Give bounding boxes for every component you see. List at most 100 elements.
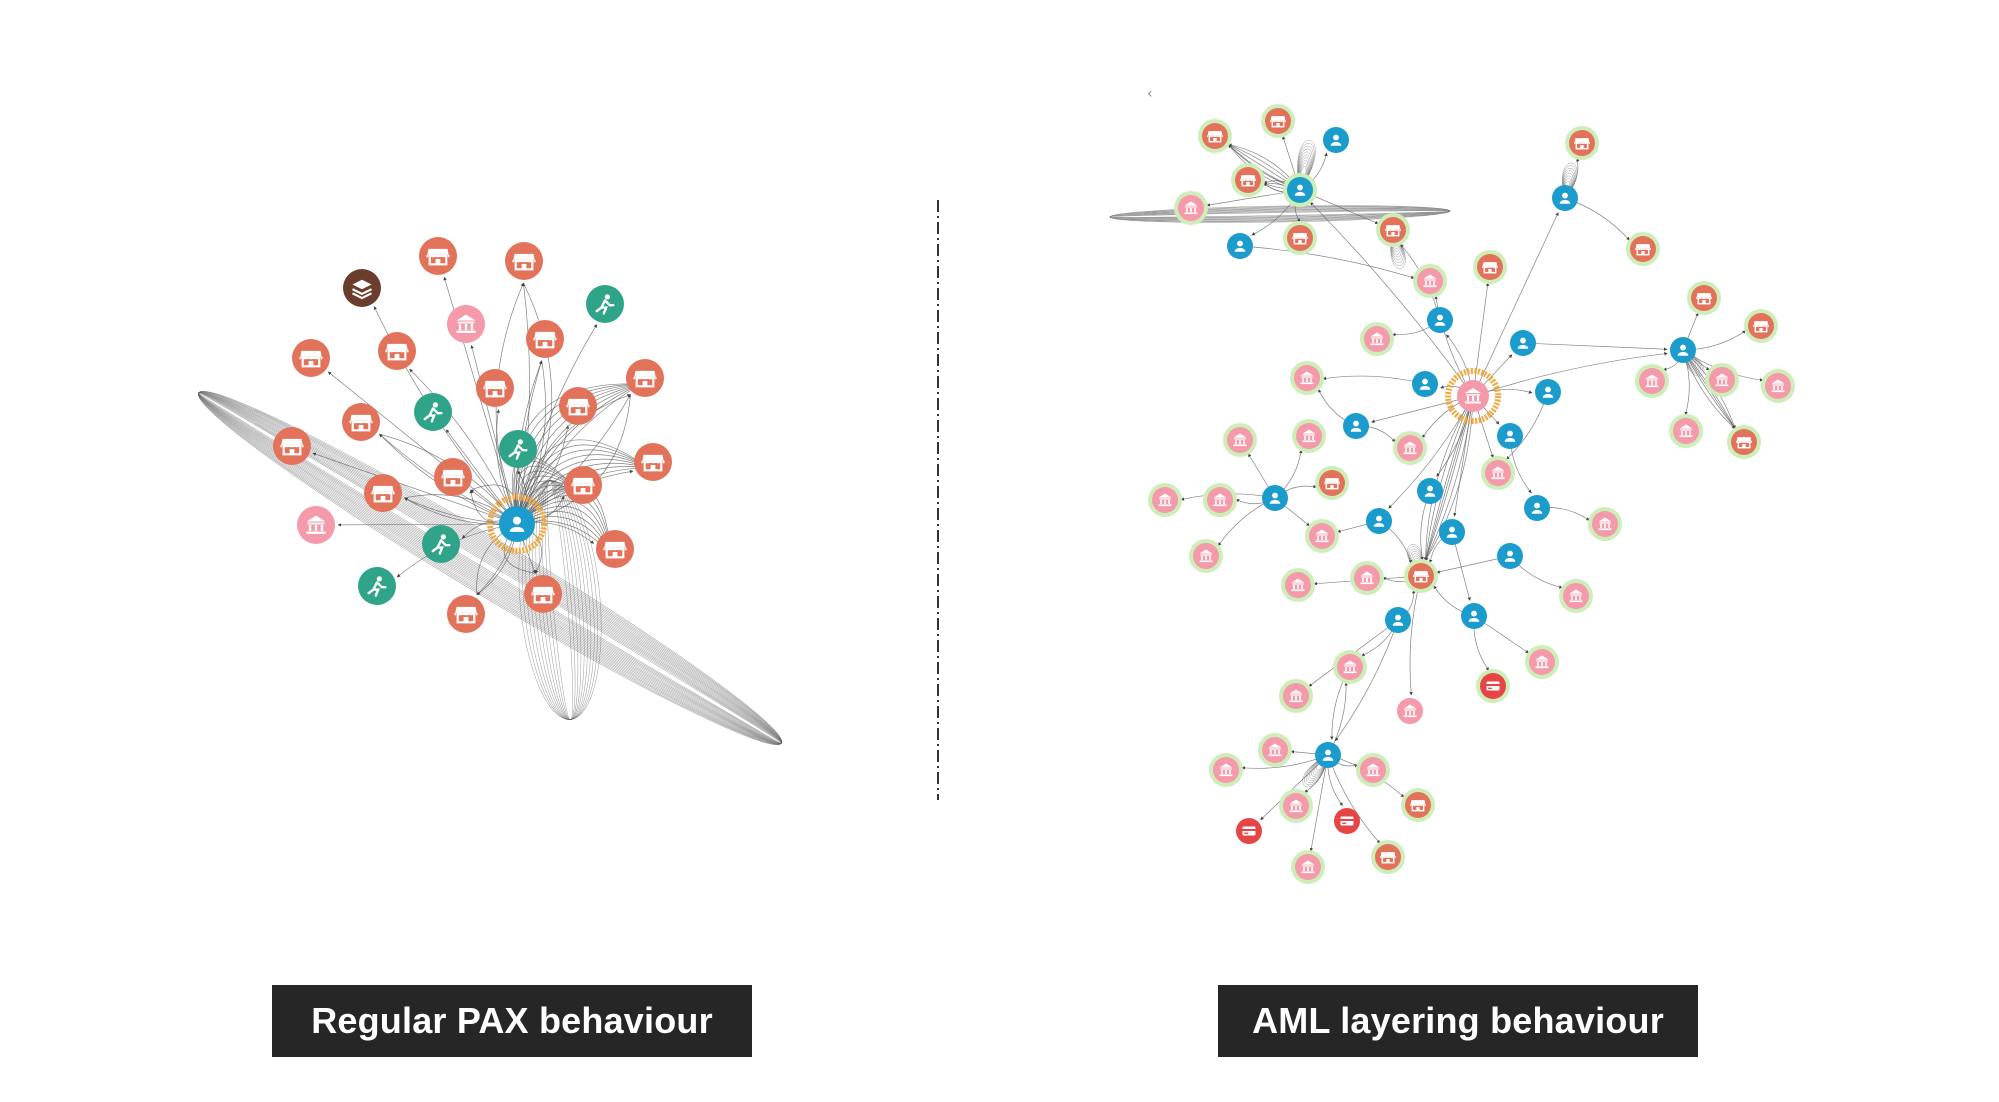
- storefront-icon: [1291, 232, 1309, 245]
- merchant-node: [564, 466, 602, 504]
- card-icon: [1242, 826, 1256, 836]
- storefront-icon: [1735, 436, 1753, 449]
- user-node: [1461, 603, 1487, 629]
- bank-node: [1635, 364, 1669, 398]
- storefront-icon: [1409, 799, 1427, 812]
- merchant-node: [526, 320, 564, 358]
- storefront-icon: [1752, 320, 1770, 333]
- user-node: [1262, 485, 1288, 511]
- storefront-icon: [1323, 477, 1341, 490]
- merchant-node: [1727, 425, 1761, 459]
- bank-node: [1761, 369, 1795, 403]
- user-node: [1670, 337, 1696, 363]
- bank-node: [1588, 507, 1622, 541]
- storefront-icon: [603, 540, 627, 559]
- storefront-icon: [533, 330, 557, 349]
- bank-node: [1174, 191, 1208, 225]
- storefront-icon: [1481, 261, 1499, 274]
- user-node: [1417, 478, 1443, 504]
- card-node: [1236, 818, 1262, 844]
- storefront-icon: [1412, 570, 1430, 583]
- merchant-node: [1744, 309, 1778, 343]
- merchant-node: [1198, 119, 1232, 153]
- merchant-node: [1565, 126, 1599, 160]
- chevron-left-icon: ‹: [1147, 86, 1153, 102]
- storefront-icon: [1379, 851, 1397, 864]
- merchant-node: [342, 403, 380, 441]
- bank-node: [1203, 483, 1237, 517]
- storefront-icon: [1206, 130, 1224, 143]
- storefront-icon: [280, 437, 304, 456]
- storefront-icon: [483, 379, 507, 398]
- bank-node: [1350, 561, 1384, 595]
- merchant-node: [434, 458, 472, 496]
- merchant-node: [1371, 840, 1405, 874]
- user-node: [1366, 508, 1392, 534]
- storefront-icon: [349, 413, 373, 432]
- bank-node: [1189, 539, 1223, 573]
- merchant-node: [1231, 163, 1265, 197]
- user-node: [1552, 185, 1578, 211]
- user-node: [1535, 379, 1561, 405]
- storefront-icon: [641, 453, 665, 472]
- caption-aml-layering: AML layering behaviour: [1218, 985, 1698, 1057]
- bank-node: [1393, 431, 1427, 465]
- storefront-icon: [566, 397, 590, 416]
- user-node: [1497, 543, 1523, 569]
- bank-node: [1292, 419, 1326, 453]
- merchant-node: [476, 369, 514, 407]
- storefront-icon: [454, 605, 478, 624]
- layer-node: [343, 269, 381, 307]
- merchant-node: [378, 332, 416, 370]
- merchant-node: [1261, 104, 1295, 138]
- user-node: [1385, 607, 1411, 633]
- storefront-icon: [1239, 174, 1257, 187]
- user-node: [1315, 742, 1341, 768]
- bank-node: [297, 506, 335, 544]
- rider-node: [586, 285, 624, 323]
- merchant-node: [559, 387, 597, 425]
- bank-node: [1413, 264, 1447, 298]
- bank-node: [1148, 483, 1182, 517]
- storefront-icon: [426, 247, 450, 266]
- user-node: [1427, 307, 1453, 333]
- rider-node: [358, 567, 396, 605]
- merchant-node: [447, 595, 485, 633]
- merchant-node: [1283, 221, 1317, 255]
- merchant-node: [419, 237, 457, 275]
- storefront-icon: [1634, 243, 1652, 256]
- storefront-icon: [1695, 292, 1713, 305]
- merchant-node: [596, 530, 634, 568]
- bank-node: [1559, 579, 1593, 613]
- storefront-icon: [633, 369, 657, 388]
- storefront-icon: [1269, 115, 1287, 128]
- user-node: [1439, 519, 1465, 545]
- bank-node: [1281, 568, 1315, 602]
- user-node: [1412, 371, 1438, 397]
- bank-node: [1445, 368, 1501, 424]
- bank-node: [1223, 423, 1257, 457]
- merchant-node: [1687, 281, 1721, 315]
- storefront-icon: [385, 342, 409, 361]
- rider-node: [499, 430, 537, 468]
- rider-node: [422, 525, 460, 563]
- merchant-node: [1401, 788, 1435, 822]
- storefront-icon: [371, 484, 395, 503]
- user-node: [1524, 495, 1550, 521]
- user-node: [1227, 233, 1253, 259]
- merchant-node: [505, 242, 543, 280]
- merchant-node: [626, 359, 664, 397]
- right-graph-nodes: [1148, 104, 1795, 884]
- left-graph-nodes: [273, 237, 672, 633]
- user-node: [1343, 413, 1369, 439]
- bank-node: [1333, 650, 1367, 684]
- bank-node: [1669, 414, 1703, 448]
- merchant-node: [1315, 466, 1349, 500]
- merchant-node: [524, 575, 562, 613]
- bank-node: [1279, 679, 1313, 713]
- left-graph-edges: [197, 276, 783, 746]
- merchant-node: [1473, 250, 1507, 284]
- bank-node: [1209, 753, 1243, 787]
- bank-node: [1305, 519, 1339, 553]
